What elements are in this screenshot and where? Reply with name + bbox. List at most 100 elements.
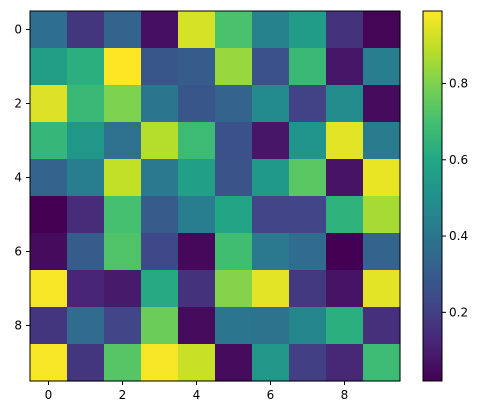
heatmap-cell-r4-c7	[289, 159, 327, 197]
heatmap-cell-r8-c2	[104, 307, 142, 345]
heatmap-cell-r8-c8	[326, 307, 364, 345]
heatmap-cell-r2-c8	[326, 85, 364, 123]
heatmap-cell-r9-c6	[252, 344, 290, 382]
colorbar-axis: 0.2 0.4 0.6 0.8	[442, 76, 468, 319]
heatmap-cell-r4-c2	[104, 159, 142, 197]
heatmap-cell-r5-c2	[104, 196, 142, 234]
colorbar-tick-label: 0.6	[449, 153, 468, 167]
heatmap-cell-r4-c5	[215, 159, 253, 197]
heatmap-cell-r2-c1	[67, 85, 105, 123]
heatmap-cell-r5-c0	[30, 196, 68, 234]
heatmap-cell-r5-c1	[67, 196, 105, 234]
heatmap-cell-r3-c9	[363, 122, 401, 160]
heatmap-cell-r3-c5	[215, 122, 253, 160]
heatmap-cell-r0-c9	[363, 11, 401, 49]
heatmap-cell-r3-c2	[104, 122, 142, 160]
heatmap-cell-r1-c1	[67, 48, 105, 86]
y-axis: 0 2 4 6 8	[14, 23, 30, 333]
heatmap-cell-r0-c3	[141, 11, 179, 49]
heatmap-cell-r5-c9	[363, 196, 401, 234]
heatmap-cell-r3-c1	[67, 122, 105, 160]
y-tick-label: 8	[14, 319, 22, 333]
heatmap-cell-r9-c5	[215, 344, 253, 382]
heatmap-cell-r9-c8	[326, 344, 364, 382]
heatmap-cell-r5-c4	[178, 196, 216, 234]
heatmap-cell-r9-c4	[178, 344, 216, 382]
heatmap-cell-r0-c0	[30, 11, 68, 49]
heatmap-cell-r8-c1	[67, 307, 105, 345]
heatmap-cell-r8-c9	[363, 307, 401, 345]
heatmap-cell-r9-c2	[104, 344, 142, 382]
heatmap-cell-r6-c3	[141, 233, 179, 271]
heatmap-cell-r7-c1	[67, 270, 105, 308]
heatmap-cell-r8-c5	[215, 307, 253, 345]
heatmap-cell-r6-c1	[67, 233, 105, 271]
x-axis: 0 2 4 6 8	[45, 381, 349, 402]
heatmap-cell-r2-c5	[215, 85, 253, 123]
heatmap-cell-r6-c0	[30, 233, 68, 271]
heatmap-cell-r7-c7	[289, 270, 327, 308]
heatmap-cell-r7-c9	[363, 270, 401, 308]
heatmap-cell-r0-c1	[67, 11, 105, 49]
heatmap-cell-r1-c8	[326, 48, 364, 86]
heatmap-cell-r5-c3	[141, 196, 179, 234]
y-tick-label: 6	[14, 245, 22, 259]
heatmap-cell-r7-c8	[326, 270, 364, 308]
heatmap-cell-r8-c0	[30, 307, 68, 345]
heatmap-cell-r8-c6	[252, 307, 290, 345]
x-tick-label: 2	[119, 388, 127, 402]
heatmap-cell-r1-c3	[141, 48, 179, 86]
heatmap-cell-r4-c4	[178, 159, 216, 197]
heatmap-cell-r1-c6	[252, 48, 290, 86]
heatmap-cell-r2-c7	[289, 85, 327, 123]
x-tick-label: 0	[45, 388, 53, 402]
heatmap-cell-r4-c6	[252, 159, 290, 197]
heatmap-cell-r3-c4	[178, 122, 216, 160]
heatmap-cell-r2-c6	[252, 85, 290, 123]
heatmap-cell-r3-c3	[141, 122, 179, 160]
heatmap-cell-r6-c4	[178, 233, 216, 271]
y-tick-label: 0	[14, 23, 22, 37]
colorbar	[422, 10, 443, 382]
heatmap-cell-r7-c4	[178, 270, 216, 308]
x-tick-label: 8	[341, 388, 349, 402]
heatmap-cell-r1-c7	[289, 48, 327, 86]
heatmap-cell-r7-c3	[141, 270, 179, 308]
heatmap-cell-r6-c2	[104, 233, 142, 271]
plot-frame	[29, 10, 401, 382]
heatmap-cell-r9-c0	[30, 344, 68, 382]
colorbar-gradient	[423, 11, 442, 381]
heatmap-cell-r5-c5	[215, 196, 253, 234]
heatmap-cell-r7-c2	[104, 270, 142, 308]
heatmap-cell-r4-c3	[141, 159, 179, 197]
heatmap-cell-r3-c8	[326, 122, 364, 160]
heatmap-cell-r1-c9	[363, 48, 401, 86]
heatmap-cell-r3-c7	[289, 122, 327, 160]
y-tick-label: 4	[14, 171, 22, 185]
heatmap-cell-r0-c7	[289, 11, 327, 49]
heatmap-cell-r1-c5	[215, 48, 253, 86]
heatmap-cell-r2-c9	[363, 85, 401, 123]
heatmap-cell-r5-c8	[326, 196, 364, 234]
heatmap-cell-r4-c0	[30, 159, 68, 197]
colorbar-frame	[422, 10, 443, 382]
heatmap-cell-r8-c3	[141, 307, 179, 345]
heatmap-cell-r0-c2	[104, 11, 142, 49]
heatmap-cell-r7-c0	[30, 270, 68, 308]
heatmap-cell-r0-c4	[178, 11, 216, 49]
heatmap-cell-r9-c1	[67, 344, 105, 382]
heatmap-cell-r0-c8	[326, 11, 364, 49]
heatmap-cell-r3-c6	[252, 122, 290, 160]
heatmap-cell-r9-c7	[289, 344, 327, 382]
heatmap-cell-r6-c5	[215, 233, 253, 271]
heatmap-cell-r6-c6	[252, 233, 290, 271]
heatmap-cell-r6-c7	[289, 233, 327, 271]
heatmap-cell-r2-c0	[30, 85, 68, 123]
heatmap-cell-r1-c0	[30, 48, 68, 86]
heatmap-cell-r3-c0	[30, 122, 68, 160]
x-tick-label: 6	[267, 388, 275, 402]
heatmap-cell-r2-c4	[178, 85, 216, 123]
heatmap-cell-r4-c8	[326, 159, 364, 197]
heatmap-cells	[30, 11, 401, 382]
